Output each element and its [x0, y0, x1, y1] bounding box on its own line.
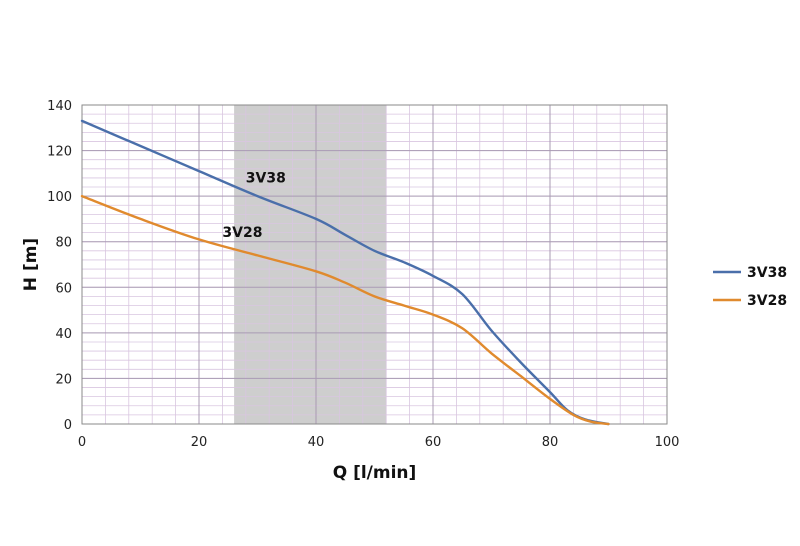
legend-label-3v38: 3V38 [747, 265, 787, 281]
plot-border [81, 104, 668, 425]
y-tick-label: 120 [47, 145, 72, 160]
y-axis-title: H [m] [21, 238, 41, 291]
x-tick-label: 40 [308, 435, 325, 450]
x-tick-label: 80 [542, 435, 559, 450]
legend-label-3v28: 3V28 [747, 293, 787, 309]
y-tick-label: 100 [47, 190, 72, 205]
series-line-3v28 [80, 194, 610, 426]
x-tick-label: 100 [655, 435, 680, 450]
series-inline-label-3v28: 3V28 [222, 225, 262, 241]
y-tick-label: 0 [64, 418, 72, 433]
x-tick-label: 20 [191, 435, 208, 450]
y-tick-label: 60 [55, 281, 72, 296]
y-tick-label: 40 [55, 327, 72, 342]
y-tick-label: 140 [47, 99, 72, 114]
x-tick-label: 0 [78, 435, 86, 450]
y-tick-label: 20 [55, 372, 72, 387]
series-inline-label-3v38: 3V38 [246, 170, 286, 186]
shaded-operating-range [234, 105, 387, 424]
x-axis-title: Q [l/min] [333, 463, 417, 483]
series-line-3v38 [80, 119, 610, 426]
x-tick-label: 60 [425, 435, 442, 450]
y-tick-label: 80 [55, 236, 72, 251]
